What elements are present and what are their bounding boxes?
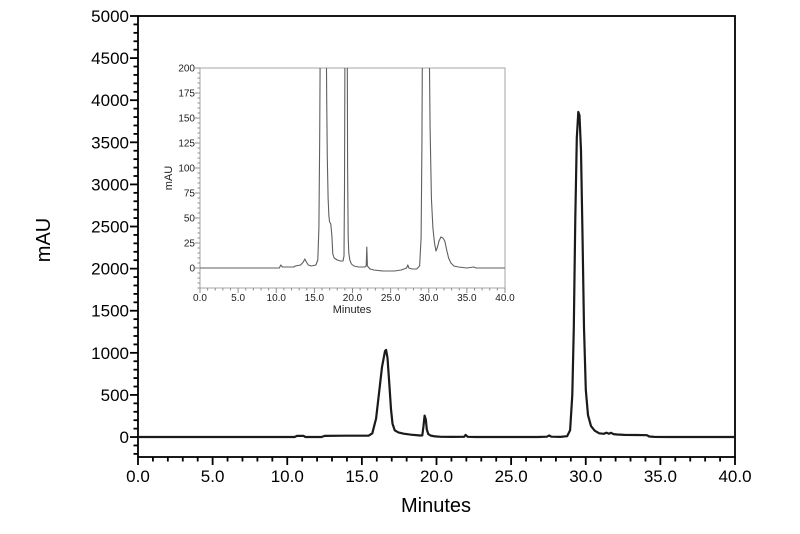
main-plot-frame (137, 15, 736, 458)
inset-trace (200, 68, 505, 272)
inset-y-tick-label: 100 (178, 164, 195, 175)
main-x-tick-label: 35.0 (644, 467, 677, 486)
main-x-tick-label: 25.0 (495, 467, 528, 486)
inset-y-axis-title: mAU (163, 166, 175, 191)
main-y-tick-label: 4000 (91, 91, 129, 110)
inset-x-tick-label: 30.0 (419, 293, 439, 304)
main-trace (138, 110, 735, 439)
inset-x-tick-label: 25.0 (381, 293, 401, 304)
inset-chart: 0.0 5.0 10.0 15.0 20.0 25.0 30.0 35.0 40.0 0 25 50 7… (178, 64, 515, 305)
inset-x-tick-label: 35.0 (457, 293, 477, 304)
inset-y-tick-label: 75 (184, 189, 196, 200)
main-y-axis-title: mAU (33, 218, 55, 262)
inset-x-tick-label: 15.0 (305, 293, 325, 304)
inset-y-tick-label: 0 (189, 264, 195, 275)
main-y-tick-label: 3000 (91, 175, 129, 194)
main-x-tick-label: 5.0 (201, 467, 225, 486)
main-x-tick-label: 0.0 (126, 467, 150, 486)
main-y-tick-label: 1000 (91, 344, 129, 363)
main-x-tick-label: 10.0 (271, 467, 304, 486)
main-x-tick-label: 30.0 (569, 467, 602, 486)
inset-x-tick-label: 5.0 (231, 293, 245, 304)
main-y-tick-label: 3500 (91, 133, 129, 152)
inset-y-tick-label: 125 (178, 139, 195, 150)
inset-y-tick-label: 200 (178, 64, 195, 75)
inset-x-tick-label: 20.0 (343, 293, 363, 304)
inset-x-tick-label: 10.0 (267, 293, 287, 304)
inset-plot-frame (199, 67, 506, 289)
main-y-tick-label: 2000 (91, 260, 129, 279)
inset-y-tick-label: 175 (178, 89, 195, 100)
main-chart: 0.0 5.0 10.0 15.0 20.0 25.0 30.0 35.0 40.0050010… (91, 7, 751, 486)
inset-x-axis-title: Minutes (333, 304, 372, 316)
inset-y-tick-label: 150 (178, 114, 195, 125)
main-y-tick-label: 1500 (91, 302, 129, 321)
main-y-tick-label: 500 (101, 386, 129, 405)
main-y-tick-label: 2500 (91, 218, 129, 237)
inset-x-tick-label: 0.0 (193, 293, 207, 304)
main-x-tick-label: 20.0 (420, 467, 453, 486)
main-y-tick-label: 0 (120, 428, 129, 447)
main-y-tick-label: 5000 (91, 7, 129, 26)
main-x-tick-label: 40.0 (718, 467, 751, 486)
main-x-axis-title: Minutes (401, 495, 471, 517)
inset-y-tick-label: 50 (184, 214, 196, 225)
main-x-tick-label: 15.0 (345, 467, 378, 486)
main-y-tick-label: 4500 (91, 49, 129, 68)
inset-x-tick-label: 40.0 (495, 293, 515, 304)
inset-y-tick-label: 25 (184, 239, 196, 250)
